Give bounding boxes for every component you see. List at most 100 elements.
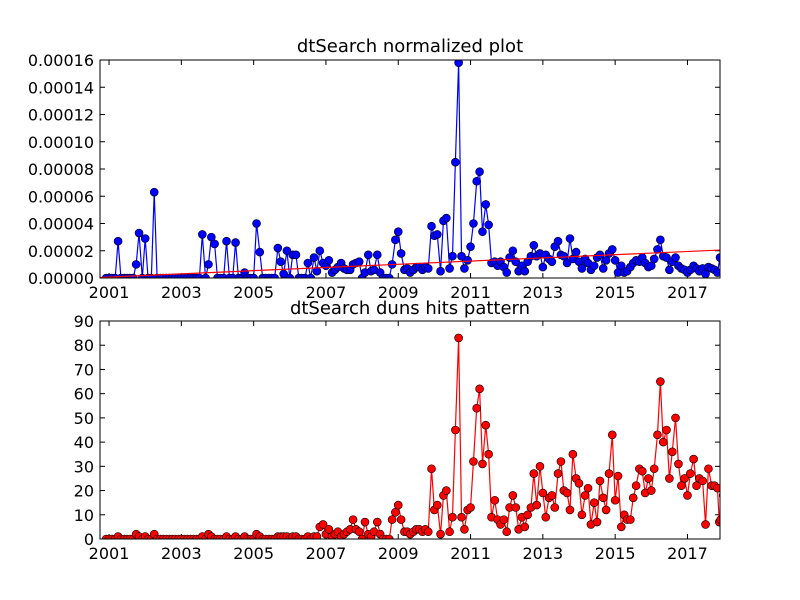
normalized-plot-trend-line: [100, 249, 720, 278]
duns-hits-plot-data-point: [568, 449, 578, 459]
normalized-plot-data-point: [222, 236, 231, 246]
normalized-plot-data-point: [282, 246, 292, 256]
normalized-plot-data-point: [427, 221, 436, 231]
duns-hits-plot-x-tick-label: 2001: [89, 544, 130, 563]
duns-hits-plot-data-point: [589, 498, 599, 507]
normalized-plot-data-point: [423, 264, 433, 273]
duns-hits-plot-data-point: [701, 520, 710, 529]
normalized-plot-data-point: [391, 235, 400, 245]
normalized-plot-data-point: [463, 255, 472, 265]
duns-hits-plot-data-point: [445, 527, 454, 537]
duns-hits-plot-data-point: [674, 459, 683, 469]
duns-hits-plot-data-point: [535, 462, 545, 471]
duns-hits-plot-data-point: [396, 515, 406, 524]
normalized-plot-frame: [99, 59, 721, 279]
normalized-plot-x-tick-label: 2013: [522, 283, 563, 302]
duns-hits-plot-data-point: [360, 517, 370, 527]
normalized-plot-y-tick-label: 0.00008: [28, 160, 94, 179]
normalized-plot-data-point: [538, 262, 548, 272]
duns-hits-plot-frame: [99, 320, 721, 540]
normalized-plot-data-point: [270, 273, 279, 278]
duns-hits-plot-data-point: [656, 377, 665, 386]
normalized-plot-data-point: [231, 238, 240, 247]
normalized-plot-data-point: [665, 265, 674, 275]
normalized-plot-data-point: [460, 264, 469, 273]
duns-hits-plot-data-point: [613, 471, 623, 481]
duns-hits-plot-data-point: [574, 478, 584, 488]
duns-hits-plot-data-point: [665, 474, 674, 483]
duns-hits-plot-y-tick-label: 30: [74, 457, 94, 476]
duns-hits-plot-data-point: [550, 503, 560, 512]
normalized-plot-data-point: [715, 253, 720, 262]
duns-hits-plot-data-point: [469, 457, 478, 466]
normalized-plot-data-point: [309, 253, 319, 262]
duns-hits-plot-y-tick-label: 70: [74, 360, 94, 379]
normalized-plot-data-point: [442, 213, 451, 223]
normalized-plot-data-point: [466, 242, 475, 251]
normalized-plot-y-tick-label: 0.00014: [28, 78, 94, 97]
duns-hits-plot-data-point: [523, 510, 532, 520]
duns-hits-plot-title: dtSearch duns hits pattern: [290, 298, 530, 319]
duns-hits-plot-y-tick-label: 90: [74, 312, 94, 331]
duns-hits-plot-data-point: [372, 517, 382, 527]
normalized-plot-data-point: [662, 253, 671, 262]
normalized-plot-x-tick-label: 2017: [667, 283, 708, 302]
duns-hits-plot-data-point: [454, 333, 463, 343]
duns-hits-plot-x-tick-label: 2015: [595, 544, 636, 563]
normalized-plot-data-point: [204, 260, 213, 269]
duns-hits-plot-data-point: [565, 505, 575, 515]
normalized-plot-x-tick-label: 2015: [595, 283, 636, 302]
normalized-plot-data-point: [451, 157, 460, 167]
normalized-plot-data-point: [255, 247, 265, 257]
normalized-plot-data-point: [598, 264, 608, 273]
normalized-plot-x-tick-label: 2009: [378, 283, 419, 302]
duns-hits-plot-data-point: [647, 486, 656, 495]
duns-hits-plot-data-point: [658, 437, 668, 447]
duns-hits-plot-data-point: [667, 447, 677, 457]
duns-hits-plot-y-tick-label: 60: [74, 385, 94, 404]
duns-hits-plot-y-tick-label: 10: [74, 506, 94, 525]
normalized-plot-data-point: [649, 254, 659, 264]
duns-hits-plot-data-point: [357, 534, 367, 539]
normalized-plot-y-tick-label: 0.00012: [28, 106, 94, 125]
duns-hits-plot-data-point: [601, 505, 611, 515]
duns-hits-plot-x-tick-label: 2007: [306, 544, 347, 563]
duns-hits-plot-data-point: [580, 491, 590, 500]
normalized-plot-data-point: [577, 264, 587, 273]
duns-hits-plot-data-point: [547, 491, 557, 500]
normalized-plot-data-point: [547, 257, 557, 266]
duns-hits-plot-data-point: [637, 466, 647, 476]
normalized-plot-data-point: [656, 235, 665, 245]
duns-hits-plot-data-point: [490, 495, 500, 505]
normalized-plot-data-point: [529, 241, 539, 250]
duns-hits-plot-x-tick-label: 2013: [522, 544, 563, 563]
normalized-plot-data-point: [149, 187, 159, 197]
normalized-plot-data-point: [276, 257, 286, 266]
normalized-plot-data-point: [291, 250, 301, 260]
duns-hits-plot-y-tick-label: 0: [84, 530, 94, 549]
normalized-plot-data-point: [134, 228, 144, 238]
duns-hits-plot-data-point: [466, 503, 475, 512]
normalized-plot-data-point: [312, 266, 322, 276]
duns-hits-plot-data-point: [520, 522, 530, 532]
normalized-plot-data-point: [565, 234, 575, 243]
duns-hits-plot-data-point: [457, 512, 466, 522]
duns-hits-plot-data-point: [553, 469, 563, 478]
normalized-plot-data-point: [396, 249, 406, 258]
normalized-plot-data-point: [210, 239, 219, 249]
normalized-plot-data-point: [436, 266, 445, 276]
duns-hits-plot-data-point: [312, 532, 322, 539]
normalized-plot-data-point: [384, 273, 394, 278]
normalized-plot-data-point: [481, 200, 491, 209]
normalized-plot-data-point: [478, 227, 487, 236]
duns-hits-plot-data-point: [475, 384, 484, 394]
duns-hits-plot-data-point: [686, 469, 695, 478]
normalized-plot-data-point: [363, 250, 373, 260]
duns-hits-plot-data-point: [671, 413, 680, 423]
normalized-plot-data-point: [610, 255, 620, 265]
normalized-plot-data-point: [198, 230, 207, 239]
duns-hits-plot-x-tick-label: 2011: [450, 544, 491, 563]
duns-hits-plot-data-point: [508, 491, 518, 500]
duns-hits-plot-data-point: [436, 529, 445, 539]
normalized-plot-data-point: [553, 236, 563, 246]
